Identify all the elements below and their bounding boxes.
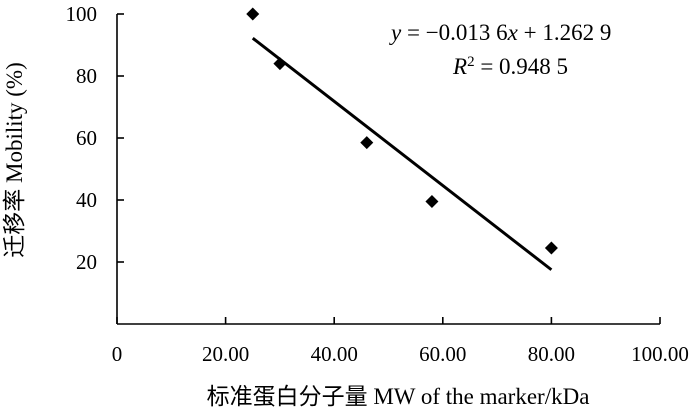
x-tick-label: 80.00	[528, 342, 575, 366]
equation-label: y = −0.013 6x + 1.262 9	[389, 20, 611, 45]
x-tick-label: 20.00	[202, 342, 249, 366]
y-ticks: 20 40 60 80 100	[66, 2, 124, 274]
y-tick-label: 100	[66, 2, 98, 26]
x-ticks: 0 20.00 40.00 60.00 80.00 100.00	[112, 317, 689, 366]
x-tick-label: 60.00	[419, 342, 466, 366]
axes	[116, 14, 660, 325]
data-points	[246, 7, 558, 255]
data-point-marker	[273, 57, 287, 71]
y-tick-label: 40	[76, 188, 97, 212]
y-tick-label: 20	[76, 250, 97, 274]
x-tick-label: 40.00	[311, 342, 358, 366]
trendline-group	[251, 36, 553, 271]
trendline	[251, 36, 553, 271]
data-point-marker	[360, 136, 374, 150]
r-squared-label: R2 = 0.948 5	[452, 54, 568, 79]
y-tick-label: 60	[76, 126, 97, 150]
data-point-marker	[544, 241, 558, 255]
y-axis-title: 迁移率 Mobility (%)	[2, 62, 27, 258]
data-point-marker	[425, 195, 439, 209]
x-tick-label: 100.00	[631, 342, 689, 366]
y-tick-label: 80	[76, 64, 97, 88]
x-tick-label: 0	[112, 342, 123, 366]
x-axis-title: 标准蛋白分子量 MW of the marker/kDa	[207, 384, 590, 409]
data-point-marker	[246, 7, 260, 21]
